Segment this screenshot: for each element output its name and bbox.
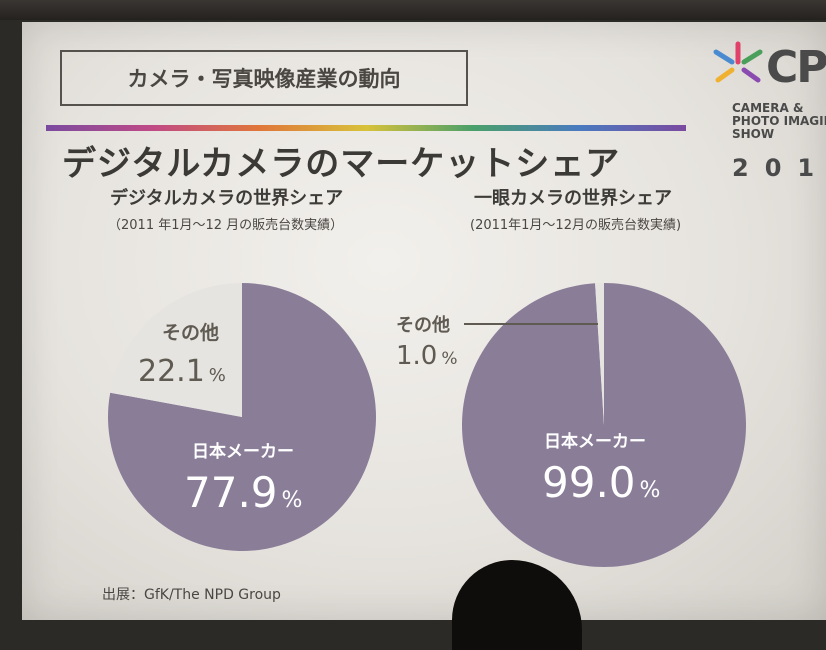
value-japan: 77.9% bbox=[184, 468, 302, 517]
value-japan: 99.0% bbox=[542, 458, 660, 507]
value-other: 1.0% bbox=[396, 341, 458, 371]
value-other: 22.1% bbox=[138, 354, 226, 389]
cp-show-logo: CP CAMERA & PHOTO IMAGIN SHOW 201 bbox=[710, 36, 826, 196]
slide-title: デジタルカメラのマーケットシェア bbox=[62, 144, 621, 184]
pie-slice-japan bbox=[108, 283, 377, 551]
presentation-slide: カメラ・写真映像産業の動向 デジタルカメラのマーケットシェア CP CAMERA… bbox=[22, 22, 826, 620]
label-other: その他 bbox=[396, 314, 450, 336]
logo-year: 201 bbox=[732, 154, 826, 182]
label-japan: 日本メーカー bbox=[544, 431, 646, 452]
logo-line-1: CAMERA & bbox=[732, 101, 804, 115]
left-chart-subtitle: （2011 年1月～12 月の販売台数実績） bbox=[108, 218, 344, 233]
logo-line-3: SHOW bbox=[732, 127, 775, 141]
source-note: 出展：GfK/The NPD Group bbox=[102, 587, 281, 603]
pie-slice-japan bbox=[461, 283, 746, 568]
pie-charts: 日本メーカー 77.9 % その他 22.1 % 日本メーカー 99.0 % その他 1.0% bbox=[108, 283, 746, 568]
logo-wordmark: CP bbox=[766, 42, 826, 93]
logo-line-2: PHOTO IMAGIN bbox=[732, 114, 826, 128]
starburst-logo-icon bbox=[713, 41, 763, 83]
pie-slice-other bbox=[595, 283, 604, 425]
room-background bbox=[0, 0, 826, 20]
label-japan: 日本メーカー bbox=[192, 441, 294, 462]
rainbow-divider bbox=[46, 125, 686, 131]
category-label: カメラ・写真映像産業の動向 bbox=[60, 50, 468, 106]
pie-slice-other bbox=[110, 283, 242, 417]
right-chart-title: 一眼カメラの世界シェア bbox=[474, 188, 672, 209]
left-chart-title: デジタルカメラの世界シェア bbox=[110, 188, 344, 209]
label-other: その他 bbox=[162, 321, 219, 344]
right-chart-subtitle: (2011年1月～12月の販売台数実績) bbox=[470, 218, 682, 233]
